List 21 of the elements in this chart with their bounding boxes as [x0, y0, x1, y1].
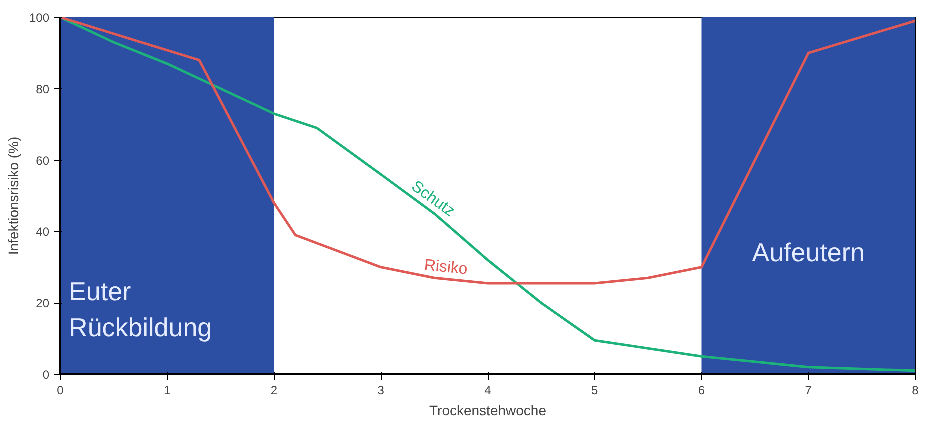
x-tick-label: 1	[164, 384, 172, 398]
band-label: Aufeutern	[752, 237, 865, 268]
line-series	[60, 18, 916, 372]
x-axis-title: Trockenstehwoche	[430, 402, 547, 418]
y-tick-label: 80	[36, 82, 50, 96]
y-tick-label: 20	[36, 296, 50, 311]
x-tick-label: 4	[484, 384, 492, 398]
y-tick-label: 40	[36, 225, 50, 240]
y-tick-label: 100	[29, 11, 50, 25]
x-tick-label: 6	[698, 384, 706, 398]
x-tick-label: 0	[57, 384, 64, 398]
x-tick-label: 2	[270, 384, 278, 398]
y-axis-title: Infektionsrisiko (%)	[5, 136, 22, 256]
y-tick-label: 0	[42, 368, 50, 382]
x-tick-label: 7	[805, 384, 812, 398]
y-tick-label: 60	[36, 154, 50, 168]
band-label: Euter Rückbildung	[69, 276, 212, 342]
text: Risiko	[424, 257, 469, 278]
x-tick-label: 3	[378, 384, 385, 398]
x-tick-label: 8	[912, 384, 920, 398]
x-tick-label: 5	[592, 384, 599, 398]
